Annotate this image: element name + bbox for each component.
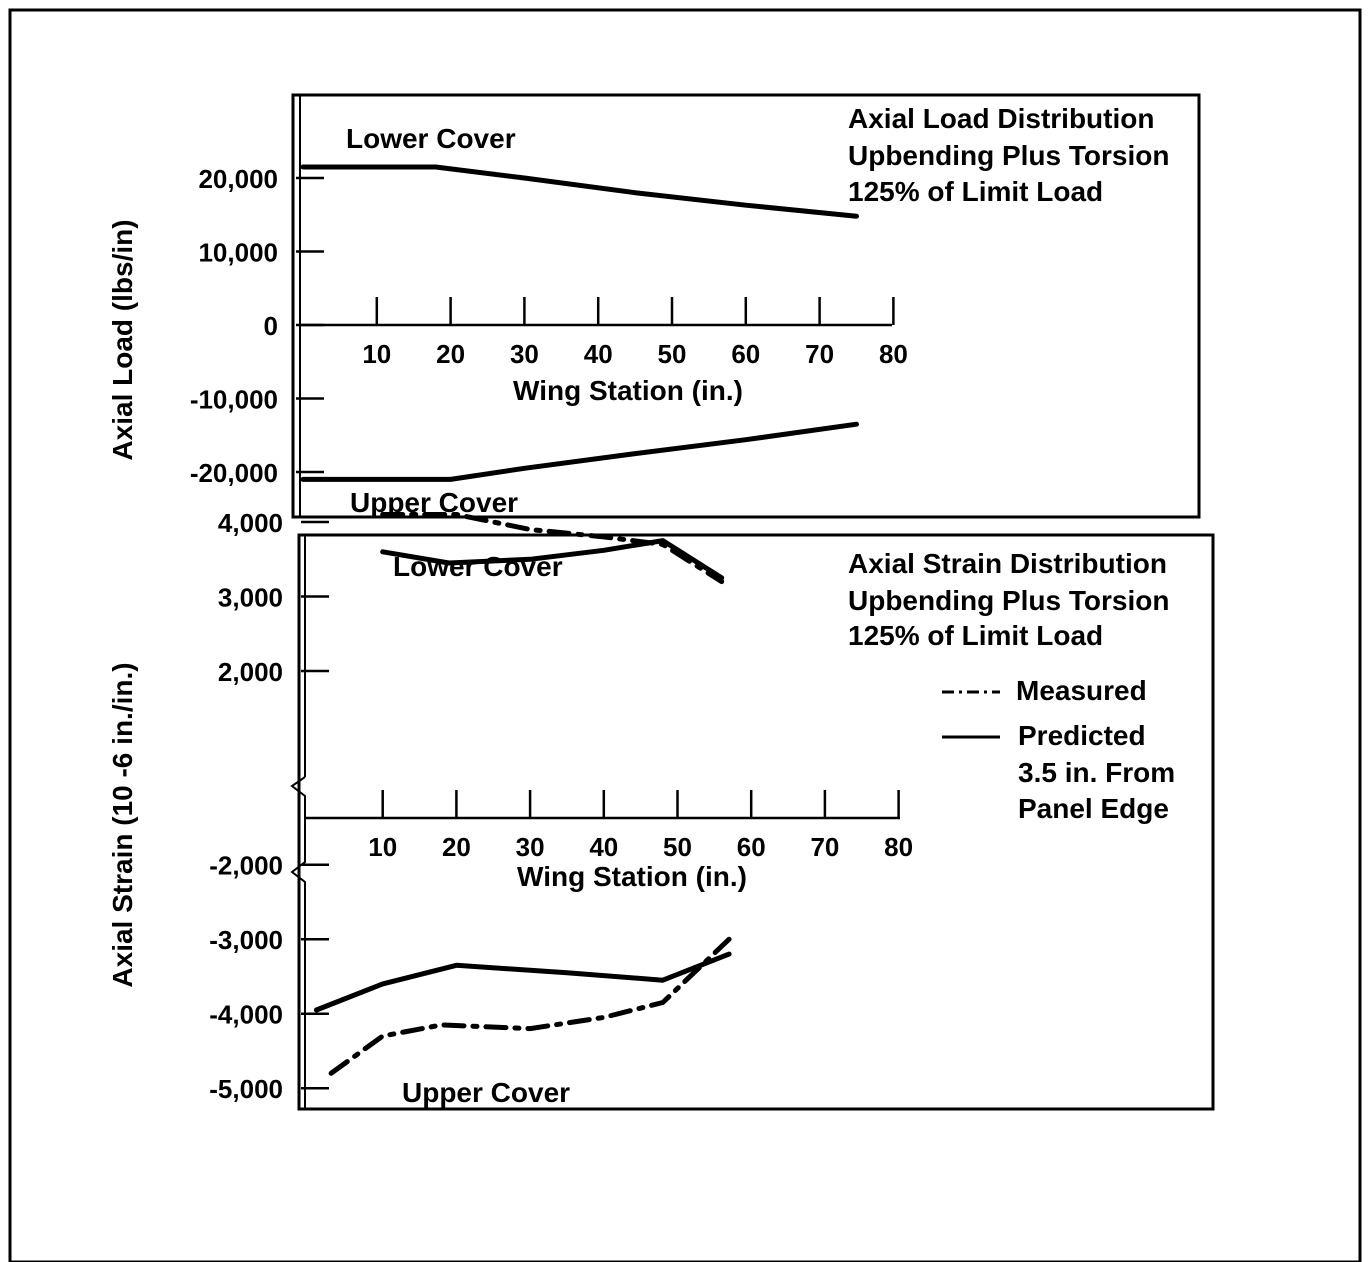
chart1-title-line-3: 125% of Limit Load bbox=[848, 176, 1103, 207]
chart2-y-tick-label-1: 3,000 bbox=[218, 583, 283, 613]
legend-predicted-label-line-1: Predicted bbox=[1018, 720, 1146, 751]
chart2-title-line-2: Upbending Plus Torsion bbox=[848, 585, 1169, 616]
chart1-y-tick-label-4: -20,000 bbox=[190, 458, 278, 488]
chart2-x-tick-label-50: 50 bbox=[663, 832, 692, 862]
chart2-y-tick-label-4: -3,000 bbox=[209, 925, 283, 955]
chart2-x-tick-label-30: 30 bbox=[516, 832, 545, 862]
axial-strain-chart: 10 20 30 40 50 60 70 80 4,000 3,000 2,000 -2,000 -3… bbox=[107, 508, 1215, 1111]
chart2-x-tick-label-40: 40 bbox=[589, 832, 618, 862]
chart2-x-tick-label-20: 20 bbox=[442, 832, 471, 862]
chart2-upper-cover-label: Upper Cover bbox=[402, 1077, 570, 1108]
chart1-x-tick-label-40: 40 bbox=[584, 339, 613, 369]
chart1-x-tick-label-50: 50 bbox=[658, 339, 687, 369]
chart1-x-tick-label-20: 20 bbox=[436, 339, 465, 369]
chart2-x-tick-label-70: 70 bbox=[810, 832, 839, 862]
chart1-title-line-1: Axial Load Distribution bbox=[848, 103, 1154, 134]
chart1-y-tick-label-3: -10,000 bbox=[190, 385, 278, 415]
chart2-y-tick-label-3: -2,000 bbox=[209, 851, 283, 881]
chart2-title-line-1: Axial Strain Distribution bbox=[848, 548, 1167, 579]
chart1-x-tick-label-30: 30 bbox=[510, 339, 539, 369]
chart2-y-tick-label-6: -5,000 bbox=[209, 1074, 283, 1104]
chart1-x-tick-label-80: 80 bbox=[879, 339, 908, 369]
chart2-axis-break-lower bbox=[290, 820, 306, 1109]
chart1-x-tick-label-10: 10 bbox=[362, 339, 391, 369]
chart2-x-tick-label-80: 80 bbox=[884, 832, 913, 862]
chart2-legend: Measured Predicted 3.5 in. From Panel Ed… bbox=[942, 675, 1175, 824]
chart1-y-tick-label-2: 0 bbox=[264, 311, 278, 341]
chart2-y-tick-label-0: 4,000 bbox=[218, 508, 283, 538]
chart1-y-tick-label-0: 20,000 bbox=[198, 164, 278, 194]
chart1-title-line-2: Upbending Plus Torsion bbox=[848, 140, 1169, 171]
legend-predicted-label-line-3: Panel Edge bbox=[1018, 793, 1169, 824]
chart2-y-axis-label: Axial Strain (10 -6 in./in.) bbox=[107, 662, 138, 987]
chart1-series-line-1 bbox=[300, 421, 859, 482]
chart2-x-axis-label: Wing Station (in.) bbox=[517, 861, 747, 892]
legend-measured-label: Measured bbox=[1016, 675, 1147, 706]
chart1-x-tick-label-70: 70 bbox=[805, 339, 834, 369]
chart1-x-tick-label-60: 60 bbox=[731, 339, 760, 369]
chart2-y-tick-label-2: 2,000 bbox=[218, 657, 283, 687]
chart2-x-tick-label-60: 60 bbox=[737, 832, 766, 862]
chart2-series-line-2 bbox=[328, 936, 732, 1076]
chart1-lower-cover-label: Lower Cover bbox=[346, 123, 516, 154]
outer-border bbox=[8, 8, 1362, 1262]
chart2-series-line-3 bbox=[313, 951, 732, 1013]
chart2-axis-break-upper bbox=[290, 776, 306, 820]
chart1-series-line-0 bbox=[300, 164, 859, 219]
chart2-lower-cover-label: Lower Cover bbox=[393, 551, 563, 582]
chart2-title-line-3: 125% of Limit Load bbox=[848, 620, 1103, 651]
chart1-y-axis-label: Axial Load (lbs/in) bbox=[107, 219, 138, 460]
chart2-series-line-1 bbox=[380, 538, 725, 581]
chart2-x-tick-label-10: 10 bbox=[368, 832, 397, 862]
chart1-y-tick-label-1: 10,000 bbox=[198, 238, 278, 268]
chart2-series-line-0 bbox=[380, 512, 725, 585]
legend-predicted-label-line-2: 3.5 in. From bbox=[1018, 757, 1175, 788]
chart1-frame bbox=[291, 93, 1201, 519]
axial-load-chart: 10 20 30 40 50 60 70 80 20,000 10,000 0 -10,000 -20… bbox=[107, 93, 1201, 519]
chart1-x-axis-label: Wing Station (in.) bbox=[513, 375, 743, 406]
chart2-frame bbox=[297, 533, 1215, 1111]
chart2-y-tick-label-5: -4,000 bbox=[209, 1000, 283, 1030]
